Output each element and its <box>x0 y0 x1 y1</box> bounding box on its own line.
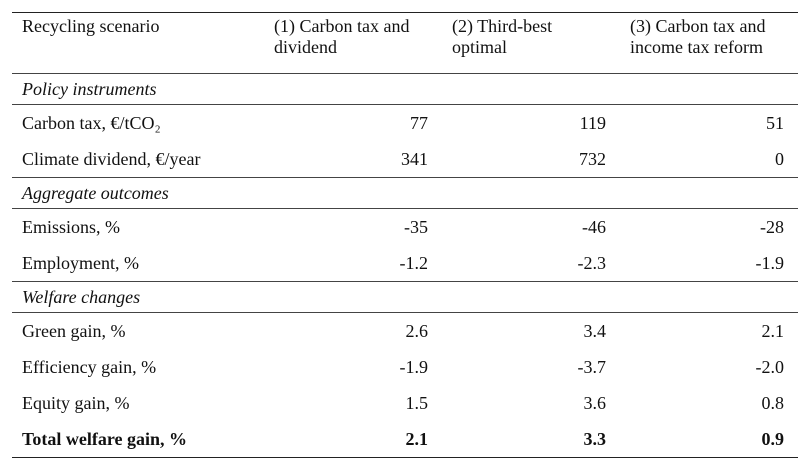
section-title: Welfare changes <box>12 281 798 313</box>
cell-value: 2.6 <box>405 320 429 341</box>
data-row: Employment, % -1.2 -2.3 -1.9 <box>12 245 798 282</box>
cell-value: 2.1 <box>761 320 785 341</box>
row-label: Total welfare gain, % <box>12 421 264 458</box>
cell-value: 77 <box>410 112 428 133</box>
cell-value: 341 <box>401 148 428 169</box>
cell-value: 3.3 <box>442 421 620 458</box>
cell-value: -28 <box>760 216 784 237</box>
data-row: Efficiency gain, % -1.9 -3.7 -2.0 <box>12 349 798 385</box>
row-label: Carbon tax, €/tCO₂ <box>22 112 161 133</box>
section-title: Aggregate outcomes <box>12 177 798 209</box>
data-row: Total welfare gain, % 2.1 3.3 0.9 <box>12 421 798 458</box>
row-label: Employment, % <box>22 252 139 273</box>
cell-value: -1.2 <box>399 252 429 273</box>
cell-value: -2.0 <box>755 356 785 377</box>
cell-value: -1.9 <box>755 252 785 273</box>
row-label: Efficiency gain, % <box>22 356 157 377</box>
cell-value: 0 <box>775 148 784 169</box>
cell-value: 0.9 <box>620 421 798 458</box>
cell-value: 51 <box>766 112 784 133</box>
row-label: Emissions, % <box>22 216 121 237</box>
header-row: Recycling scenario (1) Carbon tax and div… <box>12 12 798 74</box>
data-row: Climate dividend, €/year 341 732 0 <box>12 141 798 178</box>
cell-value: 119 <box>579 112 606 133</box>
cell-value: 3.6 <box>583 392 607 413</box>
column-header: (1) Carbon tax and dividend <box>264 12 442 74</box>
cell-value: 3.4 <box>583 320 607 341</box>
section-row: Welfare changes <box>12 281 798 313</box>
column-header: (3) Carbon tax and income tax reform <box>620 12 798 74</box>
data-row: Emissions, % -35 -46 -28 <box>12 209 798 246</box>
data-row: Carbon tax, €/tCO₂ 77 119 51 <box>12 105 798 142</box>
row-label: Climate dividend, €/year <box>22 148 201 169</box>
results-table: Recycling scenario (1) Carbon tax and div… <box>12 12 798 458</box>
cell-value: 732 <box>579 148 606 169</box>
cell-value: -35 <box>404 216 428 237</box>
row-label: Green gain, % <box>22 320 126 341</box>
cell-value: -2.3 <box>577 252 607 273</box>
section-row: Aggregate outcomes <box>12 177 798 209</box>
data-row: Green gain, % 2.6 3.4 2.1 <box>12 313 798 350</box>
column-header: (2) Third-best optimal <box>442 12 620 74</box>
column-header: Recycling scenario <box>12 12 264 74</box>
cell-value: -1.9 <box>399 356 429 377</box>
cell-value: -3.7 <box>577 356 607 377</box>
data-row: Equity gain, % 1.5 3.6 0.8 <box>12 385 798 421</box>
cell-value: 0.8 <box>761 392 785 413</box>
section-row: Policy instruments <box>12 73 798 105</box>
section-title: Policy instruments <box>12 73 798 105</box>
row-label: Equity gain, % <box>22 392 130 413</box>
cell-value: 2.1 <box>264 421 442 458</box>
cell-value: 1.5 <box>405 392 429 413</box>
cell-value: -46 <box>582 216 606 237</box>
